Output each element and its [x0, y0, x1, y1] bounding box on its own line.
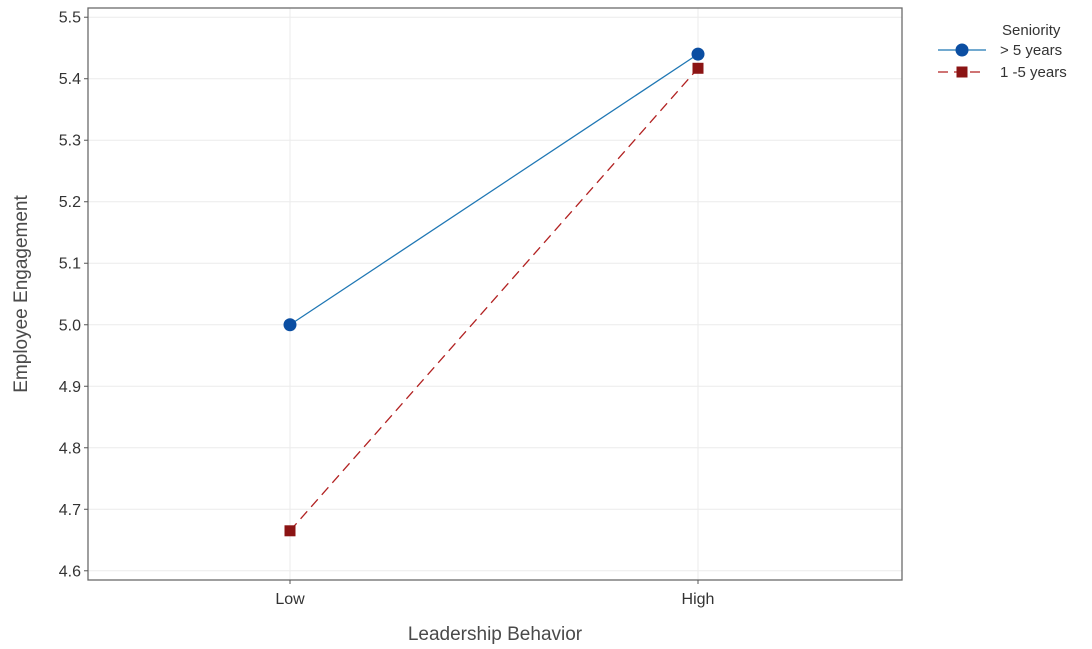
legend-key-square — [956, 66, 968, 78]
y-tick-label: 5.5 — [59, 10, 81, 27]
plot-panel-border — [87, 7, 903, 581]
axis-ticks: 4.6 4.7 4.8 4.9 5.0 5.1 5.2 5.3 5.4 5.5 Low High — [59, 10, 715, 608]
legend-key-circle — [955, 43, 969, 57]
x-tick-label: High — [682, 591, 715, 608]
y-tick-label: 5.1 — [59, 256, 81, 273]
legend: Seniority > 5 years 1 -5 years — [938, 22, 1067, 81]
legend-label: > 5 years — [1000, 42, 1062, 59]
y-tick-label: 5.3 — [59, 133, 81, 150]
series-line-0 — [289, 53, 699, 326]
x-tick-label: Low — [275, 591, 305, 608]
y-tick-label: 5.2 — [59, 194, 81, 211]
legend-label: 1 -5 years — [1000, 64, 1067, 81]
grid-lines — [88, 8, 902, 580]
y-tick-label: 4.8 — [59, 440, 81, 457]
data-point-circle — [691, 47, 705, 61]
data-point-square — [284, 525, 296, 537]
legend-title: Seniority — [1002, 22, 1061, 39]
data-series — [283, 47, 705, 537]
legend-items: > 5 years 1 -5 years — [938, 42, 1067, 81]
y-tick-label: 4.7 — [59, 502, 81, 519]
data-point-circle — [283, 318, 297, 332]
y-tick-label: 5.4 — [59, 71, 81, 88]
y-tick-label: 5.0 — [59, 317, 81, 334]
y-tick-label: 4.6 — [59, 563, 81, 580]
x-axis-title: Leadership Behavior — [408, 624, 583, 645]
y-tick-label: 4.9 — [59, 379, 81, 396]
y-axis-title: Employee Engagement — [11, 195, 32, 393]
series-line-1 — [289, 67, 699, 532]
data-point-square — [692, 62, 704, 74]
